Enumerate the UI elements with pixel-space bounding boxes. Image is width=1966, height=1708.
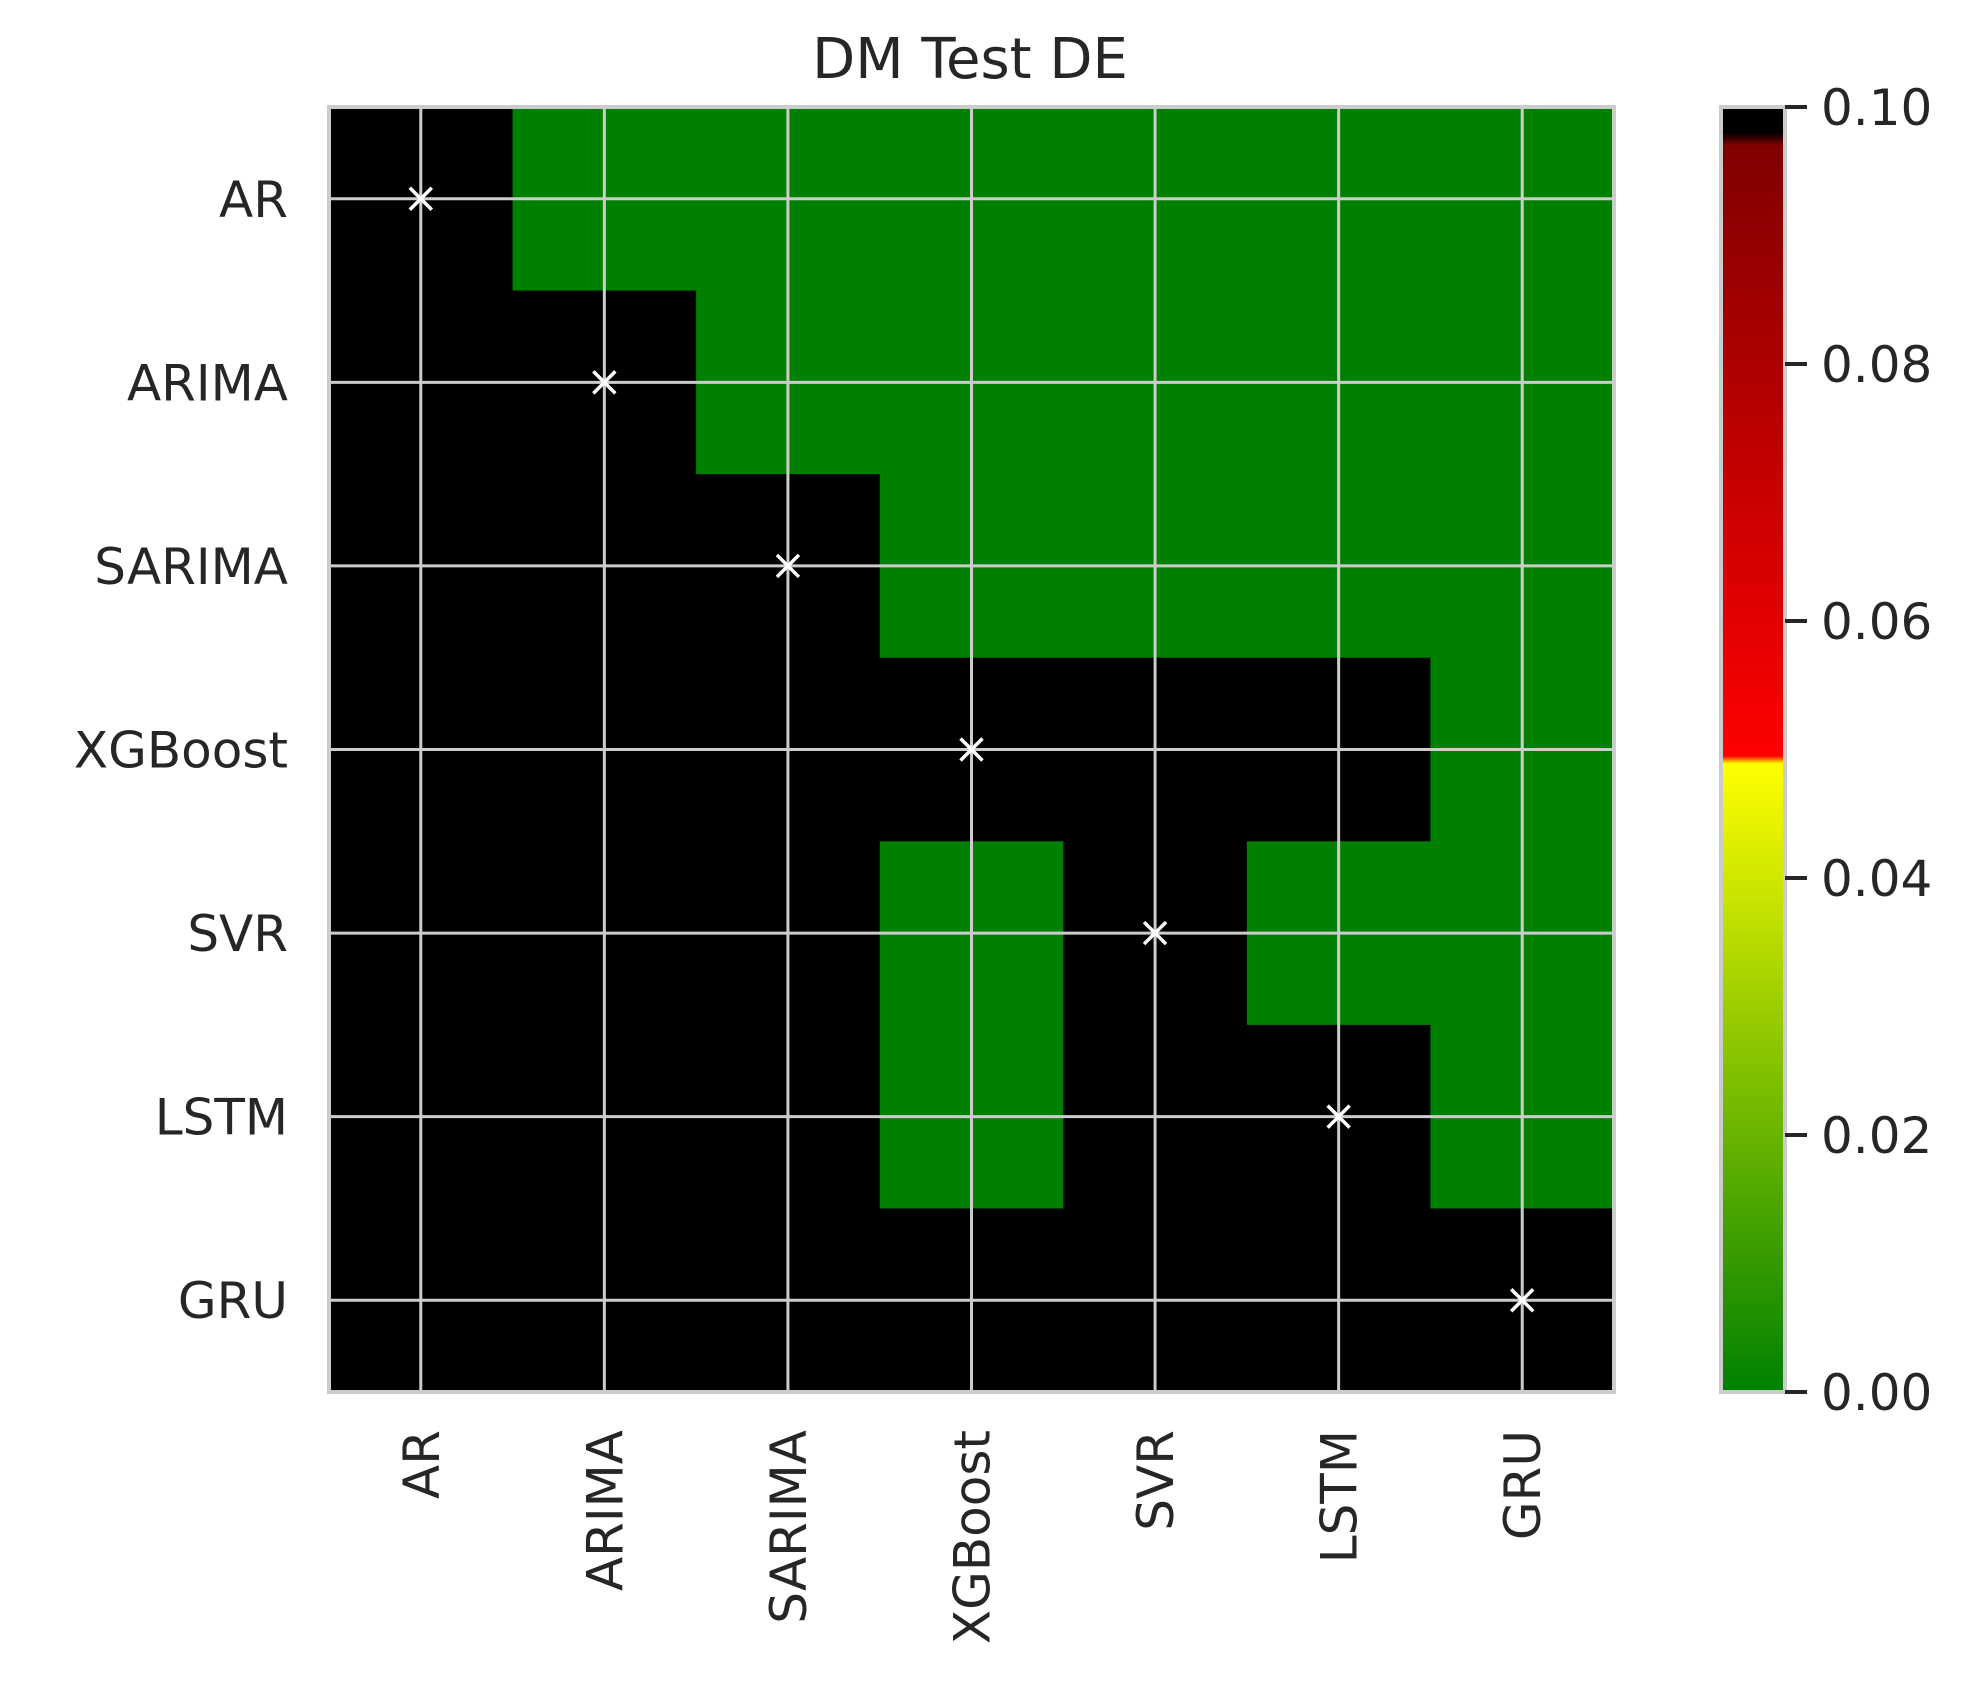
colorbar-tick-label: 0.10 bbox=[1821, 79, 1932, 137]
diagonal-markers bbox=[408, 186, 1535, 1313]
x-tick-label: LSTM bbox=[1311, 1430, 1369, 1563]
y-tick-labels: AR ARIMA SARIMA XGBoost SVR LSTM GRU bbox=[74, 171, 288, 1330]
y-tick-label: SARIMA bbox=[94, 538, 288, 596]
diagonal-marker bbox=[959, 737, 984, 762]
colorbar-gradient bbox=[1719, 105, 1787, 1394]
colorbar-tick-label: 0.00 bbox=[1821, 1364, 1932, 1422]
colorbar-ticks: 0.00 0.02 0.04 0.06 0.08 0.10 bbox=[1785, 79, 1932, 1422]
x-tick-label: ARIMA bbox=[576, 1430, 634, 1591]
x-tick-label: GRU bbox=[1494, 1430, 1552, 1540]
y-tick-label: LSTM bbox=[155, 1089, 288, 1147]
diagonal-marker bbox=[775, 553, 801, 579]
x-tick-label: AR bbox=[393, 1430, 451, 1499]
diagonal-marker bbox=[1326, 1104, 1351, 1129]
x-tick-label: XGBoost bbox=[944, 1430, 1002, 1644]
x-tick-labels: AR ARIMA SARIMA XGBoost SVR LSTM GRU bbox=[393, 1430, 1552, 1644]
y-tick-label: ARIMA bbox=[127, 354, 288, 412]
diagonal-marker bbox=[1142, 920, 1168, 946]
y-tick-label: AR bbox=[219, 171, 288, 229]
y-tick-label: XGBoost bbox=[74, 722, 288, 780]
diagonal-marker bbox=[1509, 1287, 1535, 1313]
x-tick-label: SARIMA bbox=[760, 1430, 818, 1624]
y-tick-label: GRU bbox=[178, 1272, 288, 1330]
chart-title: DM Test DE bbox=[812, 27, 1128, 92]
colorbar-tick-label: 0.04 bbox=[1821, 850, 1932, 908]
diagonal-marker bbox=[408, 186, 434, 212]
x-tick-label: SVR bbox=[1127, 1430, 1185, 1531]
plot-frame bbox=[327, 105, 1616, 1394]
colorbar-tick-label: 0.02 bbox=[1821, 1107, 1932, 1165]
colorbar-tick-label: 0.08 bbox=[1821, 336, 1932, 394]
y-tick-label: SVR bbox=[187, 905, 288, 963]
diagonal-marker bbox=[592, 370, 617, 395]
colorbar: 0.00 0.02 0.04 0.06 0.08 0.10 bbox=[1719, 79, 1932, 1422]
colorbar-tick-label: 0.06 bbox=[1821, 593, 1932, 651]
